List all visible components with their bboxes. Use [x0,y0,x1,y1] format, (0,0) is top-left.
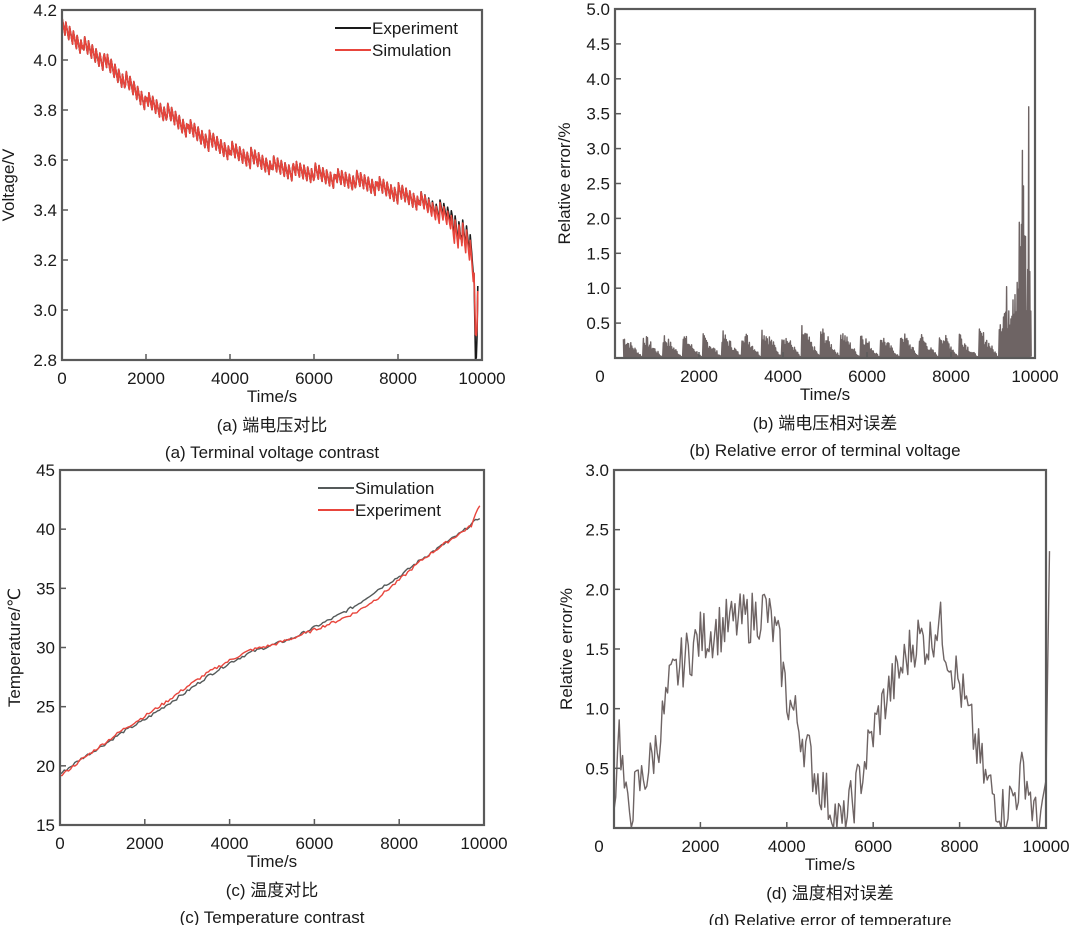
x-tick-label: 6000 [854,837,892,856]
y-tick-label: 3.2 [33,251,57,270]
y-tick-label: 3.0 [586,140,610,159]
series-line-simulation [61,17,479,337]
x-axis-label: Time/s [800,385,850,404]
series-line-relative-error [622,106,1032,359]
x-tick-label: 10000 [1022,837,1069,856]
panel-b: 0 2000 4000 6000 8000 10000 0.5 1.0 1.5 2.0 2.5 3.0… [555,0,1059,460]
x-tick-label: 6000 [295,834,333,853]
caption-chinese: (a) 端电压对比 [217,416,328,435]
y-tick-label: 1.0 [585,700,609,719]
plot-frame [613,7,1037,360]
x-axis-label: Time/s [247,387,297,406]
y-tick-label: 4.0 [33,51,57,70]
panel-c: 0 2000 4000 6000 8000 10000 15 20 25 30 35 40 45 Time… [5,461,508,925]
plot-frame [58,468,486,827]
caption-english: (c) Temperature contrast [180,908,365,925]
y-tick-label: 3.0 [33,301,57,320]
y-tick-label: 35 [36,579,55,598]
y-tick-label: 2.5 [585,521,609,540]
y-tick-label: 20 [36,757,55,776]
x-tick-label: 4000 [768,837,806,856]
plot-frame [612,468,1048,830]
x-tick-label: 8000 [932,367,970,386]
x-tick-label: 4000 [211,834,249,853]
y-tick-label: 2.5 [586,175,610,194]
series-line-relative-error [613,551,1051,829]
caption-chinese: (d) 温度相对误差 [766,884,894,903]
y-tick-label: 4.0 [586,70,610,89]
x-tick-label: 6000 [848,367,886,386]
y-tick-label: 40 [36,520,55,539]
caption-english: (b) Relative error of terminal voltage [689,441,960,460]
x-tick-label: 2000 [681,837,719,856]
legend-label: Simulation [355,479,434,498]
x-tick-label: 8000 [941,837,979,856]
legend-label: Experiment [372,19,458,38]
x-tick-label: 2000 [126,834,164,853]
y-tick-label: 4.2 [33,1,57,20]
x-tick-label: 10000 [1011,367,1058,386]
y-tick-label: 3.4 [33,201,57,220]
panel-d: 0 2000 4000 6000 8000 10000 0.5 1.0 1.5 2.0 2.5 3.0… [557,461,1070,925]
x-tick-label: 2000 [680,367,718,386]
y-axis-label: Relative error/% [555,123,574,245]
y-tick-label: 2.8 [33,351,57,370]
y-tick-label: 1.5 [585,640,609,659]
x-tick-label: 2000 [127,369,165,388]
y-tick-label: 25 [36,698,55,717]
x-tick-label: 0 [57,369,66,388]
x-tick-label: 4000 [764,367,802,386]
y-tick-label: 4.5 [586,35,610,54]
x-tick-label: 6000 [295,369,333,388]
x-tick-label: 4000 [211,369,249,388]
plot-frame [60,8,484,362]
y-tick-label: 2.0 [586,209,610,228]
caption-chinese: (b) 端电压相对误差 [753,414,898,433]
x-axis-label: Time/s [805,855,855,874]
legend-label: Experiment [355,501,441,520]
x-tick-label: 8000 [379,369,417,388]
x-tick-label: 0 [595,367,604,386]
y-axis-label: Temperature/℃ [5,588,24,707]
series-line-experiment [59,505,481,777]
legend: Experiment Simulation [335,19,458,60]
y-tick-label: 45 [36,461,55,480]
y-tick-label: 3.6 [33,151,57,170]
y-tick-label: 15 [36,816,55,835]
y-tick-label: 30 [36,639,55,658]
x-axis-label: Time/s [247,852,297,871]
x-tick-label: 10000 [460,834,507,853]
y-tick-label: 3.5 [586,105,610,124]
y-tick-label: 3.0 [585,461,609,480]
x-tick-label: 0 [594,837,603,856]
y-tick-label: 1.5 [586,244,610,263]
caption-english: (d) Relative error of temperature [709,911,952,925]
y-axis-label: Voltage/V [0,148,18,221]
legend: Simulation Experiment [318,479,441,520]
y-tick-label: 0.5 [585,759,609,778]
y-tick-label: 0.5 [586,314,610,333]
y-axis-label: Relative error/% [557,588,576,710]
y-tick-label: 2.0 [585,580,609,599]
x-tick-label: 8000 [380,834,418,853]
panel-a: 0 2000 4000 6000 8000 10000 2.8 3.0 3.2 3.4 3.6 3.8… [0,1,506,462]
x-tick-label: 0 [55,834,64,853]
y-tick-label: 3.8 [33,101,57,120]
y-tick-label: 1.0 [586,279,610,298]
caption-chinese: (c) 温度对比 [226,881,319,900]
legend-label: Simulation [372,41,451,60]
series-line-experiment [61,17,479,361]
x-tick-label: 10000 [458,369,505,388]
y-tick-label: 5.0 [586,0,610,19]
caption-english: (a) Terminal voltage contrast [165,443,379,462]
